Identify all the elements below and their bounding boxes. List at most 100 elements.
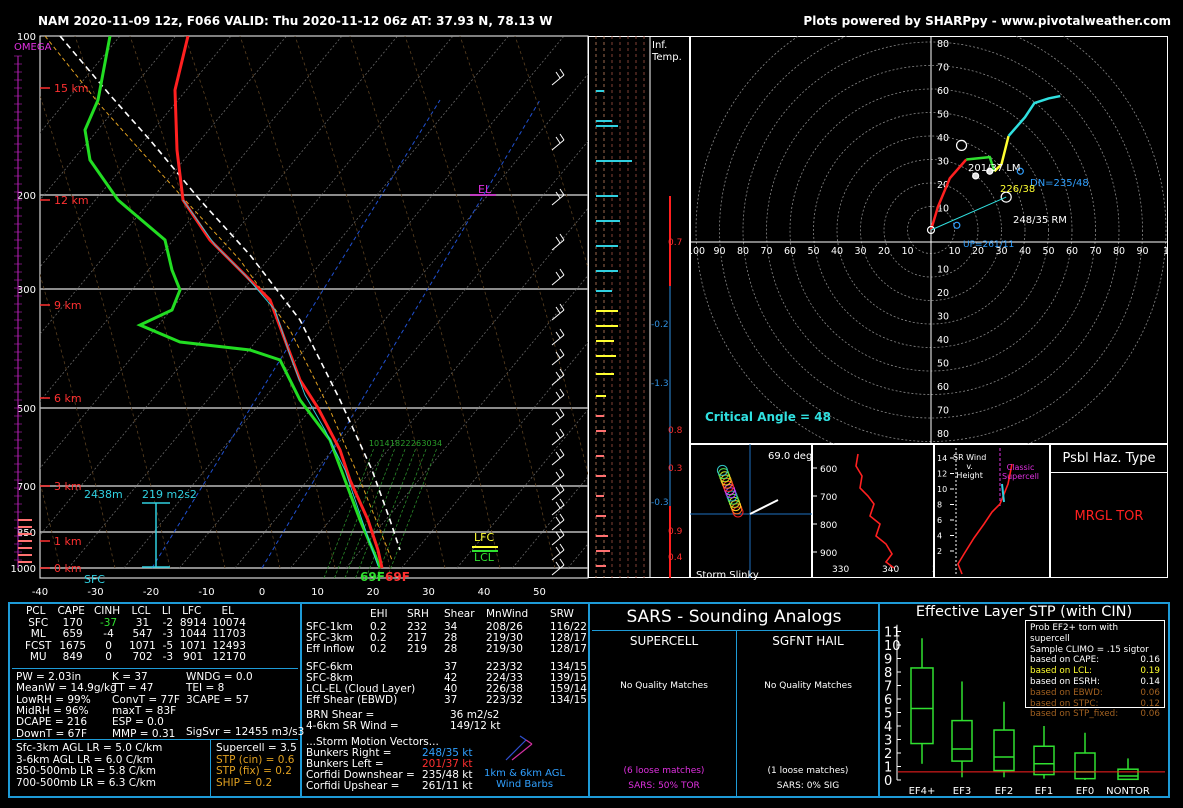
parcel-cell: 170 [62, 616, 83, 629]
sars-hail-nomatch: No Quality Matches [764, 681, 852, 691]
wind-barb [551, 268, 565, 286]
stp-y-label: 2 [884, 747, 892, 762]
hodo-ring-label: 30 [937, 312, 949, 323]
parcel-cell: 12493 [212, 639, 246, 652]
wind-barb [551, 498, 565, 516]
wind-barb [551, 68, 565, 86]
kinematic-value: SRH [407, 608, 429, 620]
height-label: 3 km [54, 480, 82, 493]
stp-category-label: EF2 [995, 786, 1013, 796]
stp-box [951, 681, 973, 778]
hodo-marker [955, 139, 968, 152]
kinematic-value: Eff Shear (EBWD) [306, 694, 398, 706]
hodo-ring-label: 20 [937, 288, 949, 299]
hodo-x-label: 40 [1019, 246, 1031, 257]
kinematic-value: 139/15 [550, 672, 587, 684]
wind-barb [551, 543, 565, 561]
kinematic-value: SFC-6km [306, 661, 353, 673]
kinematic-value: 201/37 kt [422, 758, 473, 770]
parcel-cell: 659 [62, 628, 83, 640]
mixing-ratio-label: 10 [369, 439, 379, 448]
kinematic-value: SFC-8km [306, 672, 353, 684]
hodo-x-label: 90 [713, 246, 725, 257]
height-label: 0 km [54, 562, 82, 575]
pressure-label: 1000 [11, 564, 36, 575]
hodo-marker [1000, 191, 1012, 203]
parcel-header: EL [221, 605, 234, 617]
hodo-ring-label: 10 [937, 265, 949, 276]
wind-barb [551, 468, 565, 486]
kinematic-value: 223/32 [486, 694, 523, 706]
stp-y-label: 5 [884, 707, 892, 722]
stp-title: Effective Layer STP (with CIN) [915, 604, 1133, 620]
kinematic-value: 217 [407, 632, 428, 644]
stp-category-label: EF4+ [909, 786, 936, 796]
temp-label: -10 [198, 587, 214, 598]
kinematic-value: LCL-EL (Cloud Layer) [306, 683, 416, 695]
temp-label: 30 [422, 587, 435, 598]
kinematic-value: 219 [407, 643, 428, 655]
hodo-trace [993, 135, 1010, 173]
stp-y-label: 9 [884, 653, 892, 668]
parcel-cell: -3 [162, 651, 174, 663]
kinematic-value: 219/30 [486, 632, 523, 644]
hodo-ring-label: 50 [937, 359, 949, 370]
pressure-label: 700 [17, 482, 36, 493]
el-label: EL [478, 183, 492, 196]
parcel-cell: 12170 [212, 651, 246, 663]
parcel-cell: -37 [99, 616, 118, 629]
sars-supercell-pct: SARS: 50% TOR [628, 781, 700, 791]
hodo-ring-label: 40 [937, 335, 949, 346]
stp-box [993, 701, 1015, 778]
parcel-cell: 0 [105, 651, 112, 663]
kinematic-value: 0.2 [370, 643, 387, 655]
severe-index: STP (fix) = 0.2 [216, 765, 292, 777]
srw-y-label: 6 [937, 516, 942, 525]
lcl-label: LCL [474, 551, 494, 564]
height-label: 9 km [54, 299, 82, 312]
hodo-ring-label: 20 [937, 180, 949, 191]
stp-box [1033, 726, 1055, 779]
parcel-trace-dashed [44, 36, 393, 561]
thermo-value: K = 37 [112, 671, 148, 683]
hodo-x-label: 20 [972, 246, 984, 257]
hodo-x-label: 10 [948, 246, 960, 257]
mixing-ratio-label: 30 [421, 439, 431, 448]
hodo-x-label: 1 [1163, 246, 1168, 257]
parcel-cell: ML [30, 628, 46, 640]
kinematic-value: 42 [444, 672, 458, 684]
stp-box [1117, 758, 1139, 781]
kinematic-value: 0.2 [370, 632, 387, 644]
slinky-label: Storm Slinky [696, 570, 759, 581]
kinematic-value: 1km & 6km AGL Wind Barbs [484, 768, 566, 790]
kinematic-value: 248/35 kt [422, 747, 473, 759]
thermo-value: DownT = 67F [16, 727, 88, 740]
pressure-label: 200 [17, 191, 36, 202]
kinematic-value: Shear [444, 608, 475, 620]
wind-barb [551, 233, 565, 251]
kinematic-table: EHI SRH Shear MnWind SRW SFC-1km 0.2 232 34 208/2… [304, 606, 588, 796]
kinematic-value: 134/15 [550, 661, 587, 673]
kinematic-value: EHI [370, 608, 388, 620]
temp-label: 20 [367, 587, 380, 598]
wind-barb [551, 348, 565, 366]
mixing-ratio-label: 34 [432, 439, 442, 448]
parcel-row: MU 849 0 702 -3 901 12170 [22, 651, 249, 664]
stp-y-label: 4 [884, 720, 892, 735]
wind-barb [551, 483, 565, 501]
inferred-temp-label: 0.3 [668, 464, 682, 474]
wetbulb-trace [182, 199, 379, 567]
stp-box [1074, 732, 1096, 780]
header-credit: Plots powered by SHARPpy - www.pivotalwe… [803, 14, 1171, 28]
hodo-marker [953, 221, 961, 229]
stp-y-label: 8 [884, 666, 892, 681]
severe-index: SHIP = 0.2 [216, 776, 273, 789]
lapse-rate: Sfc-3km AGL LR = 5.0 C/km [16, 742, 163, 754]
inferred-temp-label: 0.4 [668, 553, 683, 563]
mixing-ratio-label: 22 [400, 439, 410, 448]
hodo-ring-label: 60 [937, 86, 949, 97]
parcel-cell: 849 [62, 651, 83, 663]
srw-y-label: 8 [937, 501, 942, 510]
stp-prob-sub: Sample CLIMO = .15 sigtor [1030, 644, 1149, 655]
hazard-panel: Psbl Haz. Type MRGL TOR [1050, 444, 1168, 578]
